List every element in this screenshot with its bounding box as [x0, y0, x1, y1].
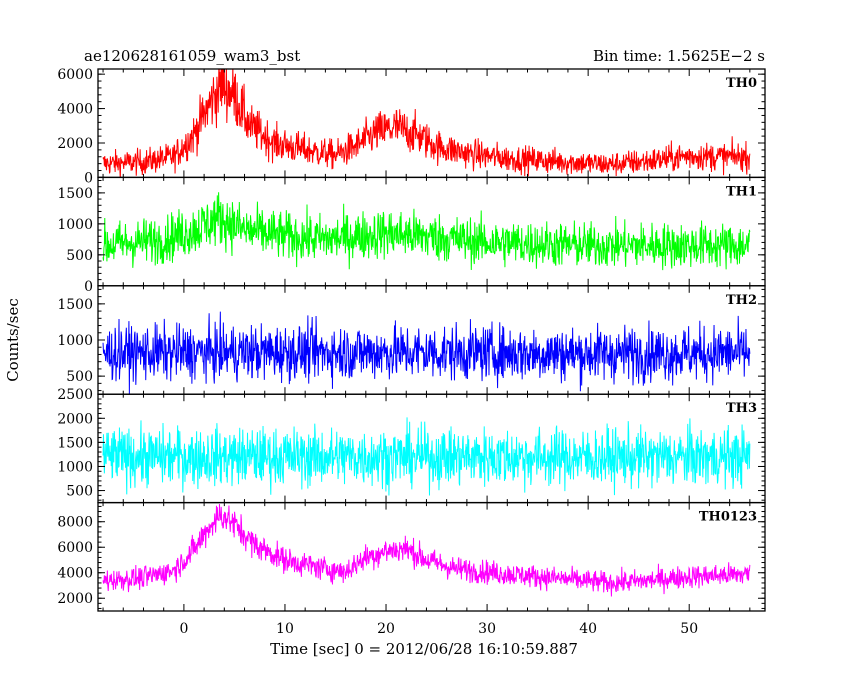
x-tick-label: 10: [276, 621, 294, 637]
panel-th0: 0 2000 4000 6000 TH0: [57, 67, 766, 186]
panel-th0123: 2000 4000 6000 8000 TH0123: [57, 501, 766, 612]
chart-title-left: ae120628161059_wam3_bst: [84, 47, 300, 65]
panel-name-th1: TH1: [726, 184, 757, 199]
y-tick-label-th3: 2500: [57, 387, 93, 403]
x-tick-label: 0: [179, 621, 188, 637]
y-tick-label-th2: 1500: [57, 297, 93, 313]
y-tick-label-th0: 4000: [57, 102, 93, 118]
x-tick-label: 50: [680, 621, 698, 637]
series-line-th0: [102, 69, 751, 178]
y-tick-label-th2: 1000: [57, 333, 93, 349]
y-tick-label-th3: 1000: [57, 459, 93, 475]
panel-name-th2: TH2: [726, 293, 757, 308]
y-tick-label-th0123: 8000: [57, 515, 93, 531]
series-line-th2: [102, 311, 751, 395]
x-tick-label: 20: [377, 621, 395, 637]
panel-stack: 0 2000 4000 6000 TH0 0 500 1000 1500 TH1 500 1000 15…: [57, 67, 766, 612]
y-tick-label-th1: 1500: [57, 186, 93, 202]
y-tick-label-th1: 1000: [57, 217, 93, 233]
panel-name-th0: TH0: [726, 76, 757, 91]
panel-name-th0123: TH0123: [699, 510, 757, 525]
x-tick-label: 40: [579, 621, 597, 637]
y-tick-label-th1: 0: [84, 279, 93, 295]
x-tick-label: 30: [478, 621, 496, 637]
y-tick-label-th0123: 4000: [57, 566, 93, 582]
y-tick-label-th0: 0: [84, 170, 93, 186]
y-tick-label-th3: 2000: [57, 411, 93, 427]
x-axis-ticks: 0 10 20 30 40 50: [179, 621, 698, 637]
panel-th3: 500 1000 1500 2000 2500 TH3: [57, 387, 766, 504]
panel-th2: 500 1000 1500 TH2: [57, 285, 766, 395]
x-axis-label: Time [sec] 0 = 2012/06/28 16:10:59.887: [270, 640, 578, 658]
series-line-th3: [102, 417, 751, 496]
panel-name-th3: TH3: [726, 401, 757, 416]
series-line-th1: [102, 192, 751, 271]
y-tick-label-th3: 500: [66, 484, 93, 500]
y-tick-label-th1: 500: [66, 248, 93, 264]
series-line-th0123: [102, 503, 751, 597]
y-tick-label-th3: 1500: [57, 435, 93, 451]
y-tick-label-th2: 500: [66, 369, 93, 385]
y-tick-label-th0: 2000: [57, 136, 93, 152]
y-tick-label-th0123: 6000: [57, 540, 93, 556]
y-axis-label: Counts/sec: [4, 298, 22, 382]
y-tick-label-th0123: 2000: [57, 591, 93, 607]
panel-th1: 0 500 1000 1500 TH1: [57, 176, 766, 295]
y-tick-label-th0: 6000: [57, 67, 93, 83]
panel-frame-th0123: [97, 501, 766, 612]
chart-title-right: Bin time: 1.5625E−2 s: [593, 47, 765, 65]
